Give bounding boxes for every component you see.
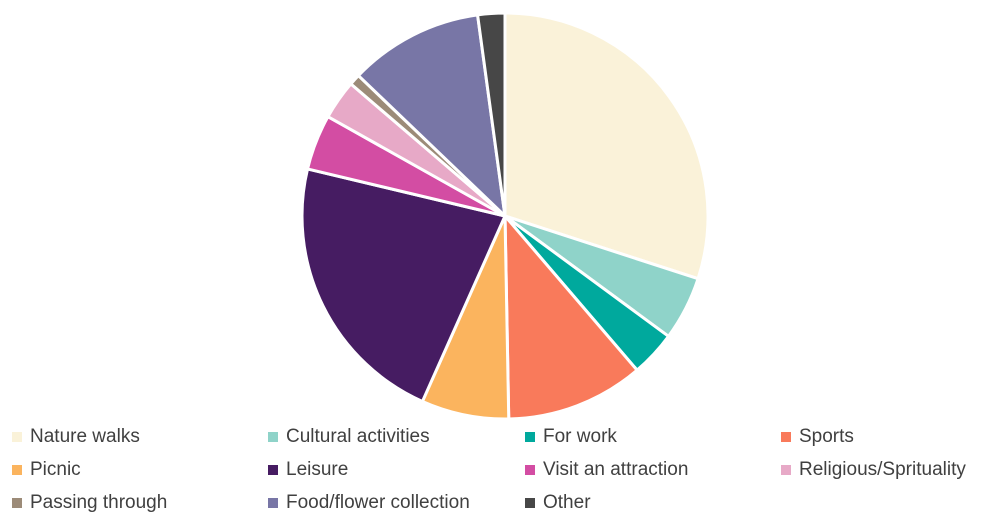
pie-slice-other [476, 11, 507, 218]
pie-slice-sports [503, 214, 639, 421]
legend-label: Sports [799, 426, 854, 447]
legend-swatch [268, 498, 278, 508]
pie-slice-nature-walks [503, 11, 710, 281]
legend-label: Religious/Sprituality [799, 459, 966, 480]
legend-item-passing-through: Passing through [12, 490, 167, 516]
legend-swatch [781, 465, 791, 475]
legend-item-other: Other [525, 490, 591, 516]
legend-label: Cultural activities [286, 426, 430, 447]
legend-label: Picnic [30, 459, 81, 480]
legend-label: Leisure [286, 459, 349, 480]
legend-swatch [781, 432, 791, 442]
legend-item-nature-walks: Nature walks [12, 424, 140, 450]
legend-swatch [12, 432, 22, 442]
pie-slice-food-flower-collection [356, 13, 507, 218]
legend-item-sports: Sports [781, 424, 854, 450]
legend-label: Nature walks [30, 426, 140, 447]
legend-item-cultural-activities: Cultural activities [268, 424, 430, 450]
chart-area [300, 11, 710, 421]
legend-swatch [525, 432, 535, 442]
legend-label: Food/flower collection [286, 492, 470, 513]
legend-swatch [268, 465, 278, 475]
legend-label: For work [543, 426, 617, 447]
legend-swatch [12, 465, 22, 475]
legend-item-visit-an-attraction: Visit an attraction [525, 457, 688, 483]
legend-item-leisure: Leisure [268, 457, 348, 483]
pie-chart [300, 11, 710, 421]
pie-slices [300, 11, 710, 421]
legend-swatch [12, 498, 22, 508]
legend-swatch [525, 465, 535, 475]
legend-item-for-work: For work [525, 424, 617, 450]
pie-slice-leisure [300, 167, 507, 403]
legend-label: Visit an attraction [543, 459, 689, 480]
legend-item-food-flower-collection: Food/flower collection [268, 490, 470, 516]
legend-swatch [268, 432, 278, 442]
legend: Nature walks Cultural activities For work S… [0, 424, 989, 515]
legend-item-religious-sprituality: Religious/Sprituality [781, 457, 966, 483]
legend-item-picnic: Picnic [12, 457, 81, 483]
legend-label: Passing through [30, 492, 168, 513]
legend-swatch [525, 498, 535, 508]
legend-label: Other [543, 492, 591, 513]
